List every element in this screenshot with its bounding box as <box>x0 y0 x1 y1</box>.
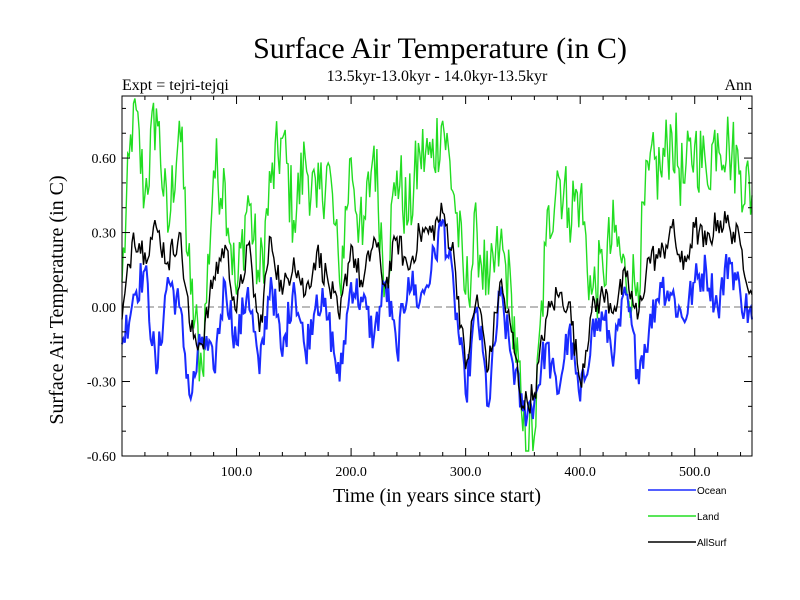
x-axis-label: Time (in years since start) <box>333 485 541 507</box>
series-line-land <box>121 98 753 452</box>
x-tick-label: 300.0 <box>450 465 482 480</box>
legend-label-ocean: Ocean <box>697 486 726 497</box>
legend-label-land: Land <box>697 512 719 523</box>
x-tick-label: 200.0 <box>335 465 367 480</box>
series-line-allsurf <box>121 202 753 414</box>
y-tick-label: 0.60 <box>92 152 117 167</box>
x-tick-label: 500.0 <box>679 465 711 480</box>
legend-label-allsurf: AllSurf <box>697 538 727 549</box>
chart-subtitle: 13.5kyr-13.0kyr - 14.0kyr-13.5kyr <box>327 68 548 85</box>
y-tick-label: -0.60 <box>87 450 116 465</box>
chart-title: Surface Air Temperature (in C) <box>253 32 627 65</box>
y-tick-label: -0.30 <box>87 376 116 391</box>
series-line-ocean <box>121 218 753 427</box>
x-tick-label: 100.0 <box>221 465 253 480</box>
plot-area <box>121 98 753 452</box>
x-tick-label: 400.0 <box>564 465 596 480</box>
chart-right-label: Ann <box>724 77 752 94</box>
chart-left-label: Expt = tejri-tejqi <box>122 77 229 94</box>
axes: 100.0 200.0 300.0 400.0 500.0 -0.60 -0.30 0.00 0… <box>87 96 752 480</box>
plot-frame <box>121 95 753 457</box>
legend: Ocean Land AllSurf <box>648 486 727 549</box>
y-axis-label: Surface Air Temperature (in C) <box>46 175 68 424</box>
y-tick-label: 0.30 <box>92 227 117 242</box>
y-tick-label: 0.00 <box>92 301 117 316</box>
